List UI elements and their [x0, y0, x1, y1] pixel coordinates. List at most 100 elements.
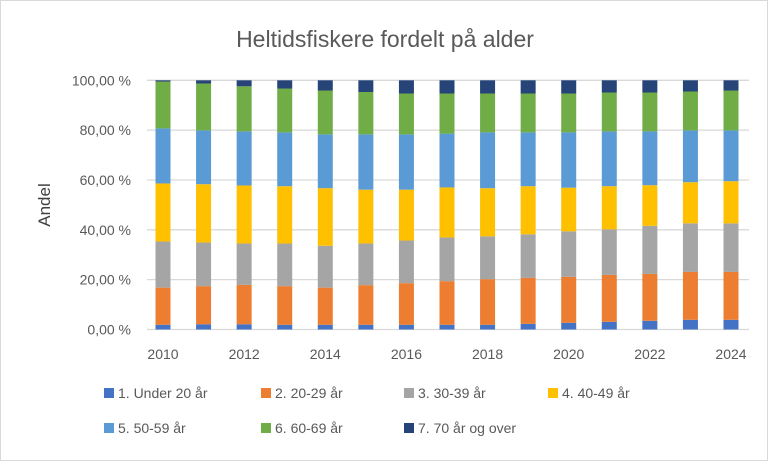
- bar-segment-2015-3: [358, 243, 374, 286]
- bar-segment-2014-4: [317, 188, 333, 246]
- bar-segment-2013-4: [277, 186, 293, 244]
- bar-segment-2023-2: [682, 271, 698, 320]
- bar-segment-2011-2: [196, 286, 212, 325]
- bar-segment-2020-4: [561, 187, 577, 232]
- bar-segment-2023-3: [682, 223, 698, 272]
- bar-segment-2017-3: [439, 237, 455, 282]
- legend-label: 7. 70 år og over: [418, 420, 516, 436]
- bar-segment-2024-6: [723, 90, 739, 131]
- legend-label: 2. 20-29 år: [275, 385, 343, 401]
- y-tick-label: 20,00 %: [80, 272, 131, 288]
- x-tick-label: 2024: [715, 346, 746, 362]
- legend-swatch: [104, 388, 114, 398]
- bar-segment-2024-3: [723, 223, 739, 272]
- bar-segment-2023-1: [682, 319, 698, 330]
- bar-segment-2018-2: [480, 279, 496, 325]
- bar-segment-2019-1: [520, 323, 536, 330]
- bar-segment-2024-5: [723, 130, 739, 182]
- bar-segment-2017-6: [439, 93, 455, 134]
- y-tick-label: 80,00 %: [80, 122, 131, 138]
- y-tick-label: 100,00 %: [72, 72, 131, 88]
- legend-label: 6. 60-69 år: [275, 420, 343, 436]
- bar-segment-2023-7: [682, 80, 698, 92]
- bar-segment-2016-5: [398, 134, 414, 190]
- bar-segment-2019-5: [520, 132, 536, 187]
- bar-segment-2015-4: [358, 189, 374, 244]
- legend-swatch: [404, 423, 414, 433]
- bar-segment-2012-7: [236, 80, 252, 87]
- bar-segment-2019-2: [520, 277, 536, 324]
- legend-swatch: [404, 388, 414, 398]
- bar-segment-2011-4: [196, 184, 212, 243]
- bar-segment-2011-5: [196, 130, 212, 185]
- bar-segment-2010-6: [155, 81, 171, 129]
- bar-segment-2011-1: [196, 324, 212, 330]
- bar-segment-2010-2: [155, 287, 171, 325]
- bar-segment-2016-3: [398, 240, 414, 284]
- bar-segment-2019-7: [520, 80, 536, 94]
- bar-segment-2022-6: [642, 92, 658, 132]
- legend-label: 4. 40-49 år: [562, 385, 630, 401]
- bar-segment-2020-2: [561, 276, 577, 323]
- x-tick-label: 2016: [391, 346, 422, 362]
- bar-segment-2016-1: [398, 324, 414, 330]
- bar-segment-2016-4: [398, 189, 414, 241]
- bar-segment-2013-3: [277, 243, 293, 287]
- bar-segment-2015-6: [358, 92, 374, 135]
- bar-segment-2015-1: [358, 324, 374, 330]
- bar-segment-2015-2: [358, 285, 374, 325]
- bar-segment-2015-7: [358, 80, 374, 93]
- bar-segment-2010-7: [155, 80, 171, 82]
- bar-segment-2012-4: [236, 185, 252, 244]
- bar-segment-2024-1: [723, 319, 739, 330]
- bar-segment-2020-6: [561, 93, 577, 133]
- x-tick-label: 2014: [310, 346, 341, 362]
- bar-segment-2021-4: [601, 186, 617, 230]
- chart-title: Heltidsfiskere fordelt på alder: [236, 26, 534, 52]
- bar-segment-2017-2: [439, 281, 455, 325]
- bar-segment-2017-4: [439, 187, 455, 238]
- bar-segment-2021-1: [601, 321, 617, 330]
- bar-segment-2012-2: [236, 284, 252, 325]
- bar-segment-2013-5: [277, 132, 293, 187]
- legend-swatch: [548, 388, 558, 398]
- bar-segment-2013-1: [277, 324, 293, 330]
- bar-segment-2020-3: [561, 231, 577, 277]
- bar-segment-2022-1: [642, 320, 658, 330]
- bar-segment-2018-5: [480, 132, 496, 189]
- bar-segment-2017-7: [439, 80, 455, 94]
- bar-segment-2022-3: [642, 225, 658, 274]
- bar-segment-2014-6: [317, 90, 333, 135]
- bar-segment-2021-2: [601, 274, 617, 322]
- legend-swatch: [104, 423, 114, 433]
- bar-segment-2024-7: [723, 80, 739, 91]
- bar-segment-2018-3: [480, 236, 496, 280]
- y-tick-label: 60,00 %: [80, 172, 131, 188]
- bar-segment-2012-5: [236, 131, 252, 186]
- bar-segment-2010-1: [155, 324, 171, 330]
- bar-segment-2021-3: [601, 229, 617, 275]
- bar-segment-2010-3: [155, 241, 171, 288]
- bar-segment-2016-6: [398, 93, 414, 135]
- bar-segment-2017-1: [439, 324, 455, 330]
- bar-segment-2024-4: [723, 181, 739, 224]
- bar-segment-2012-1: [236, 324, 252, 330]
- legend-swatch: [261, 423, 271, 433]
- bar-segment-2018-1: [480, 324, 496, 330]
- legend-label: 5. 50-59 år: [118, 420, 186, 436]
- bar-segment-2023-5: [682, 130, 698, 183]
- bar-segment-2022-2: [642, 273, 658, 321]
- bar-segment-2014-2: [317, 287, 333, 325]
- bar-segment-2020-5: [561, 132, 577, 188]
- bar-segment-2011-7: [196, 80, 212, 84]
- bar-segment-2010-5: [155, 128, 171, 184]
- bar-segment-2019-4: [520, 186, 536, 235]
- y-tick-label: 0,00 %: [87, 322, 131, 338]
- bar-segment-2020-7: [561, 80, 577, 94]
- x-tick-label: 2018: [472, 346, 503, 362]
- x-tick-label: 2022: [634, 346, 665, 362]
- bar-segment-2013-2: [277, 286, 293, 325]
- bar-segment-2019-6: [520, 93, 536, 133]
- legend-label: 3. 30-39 år: [418, 385, 486, 401]
